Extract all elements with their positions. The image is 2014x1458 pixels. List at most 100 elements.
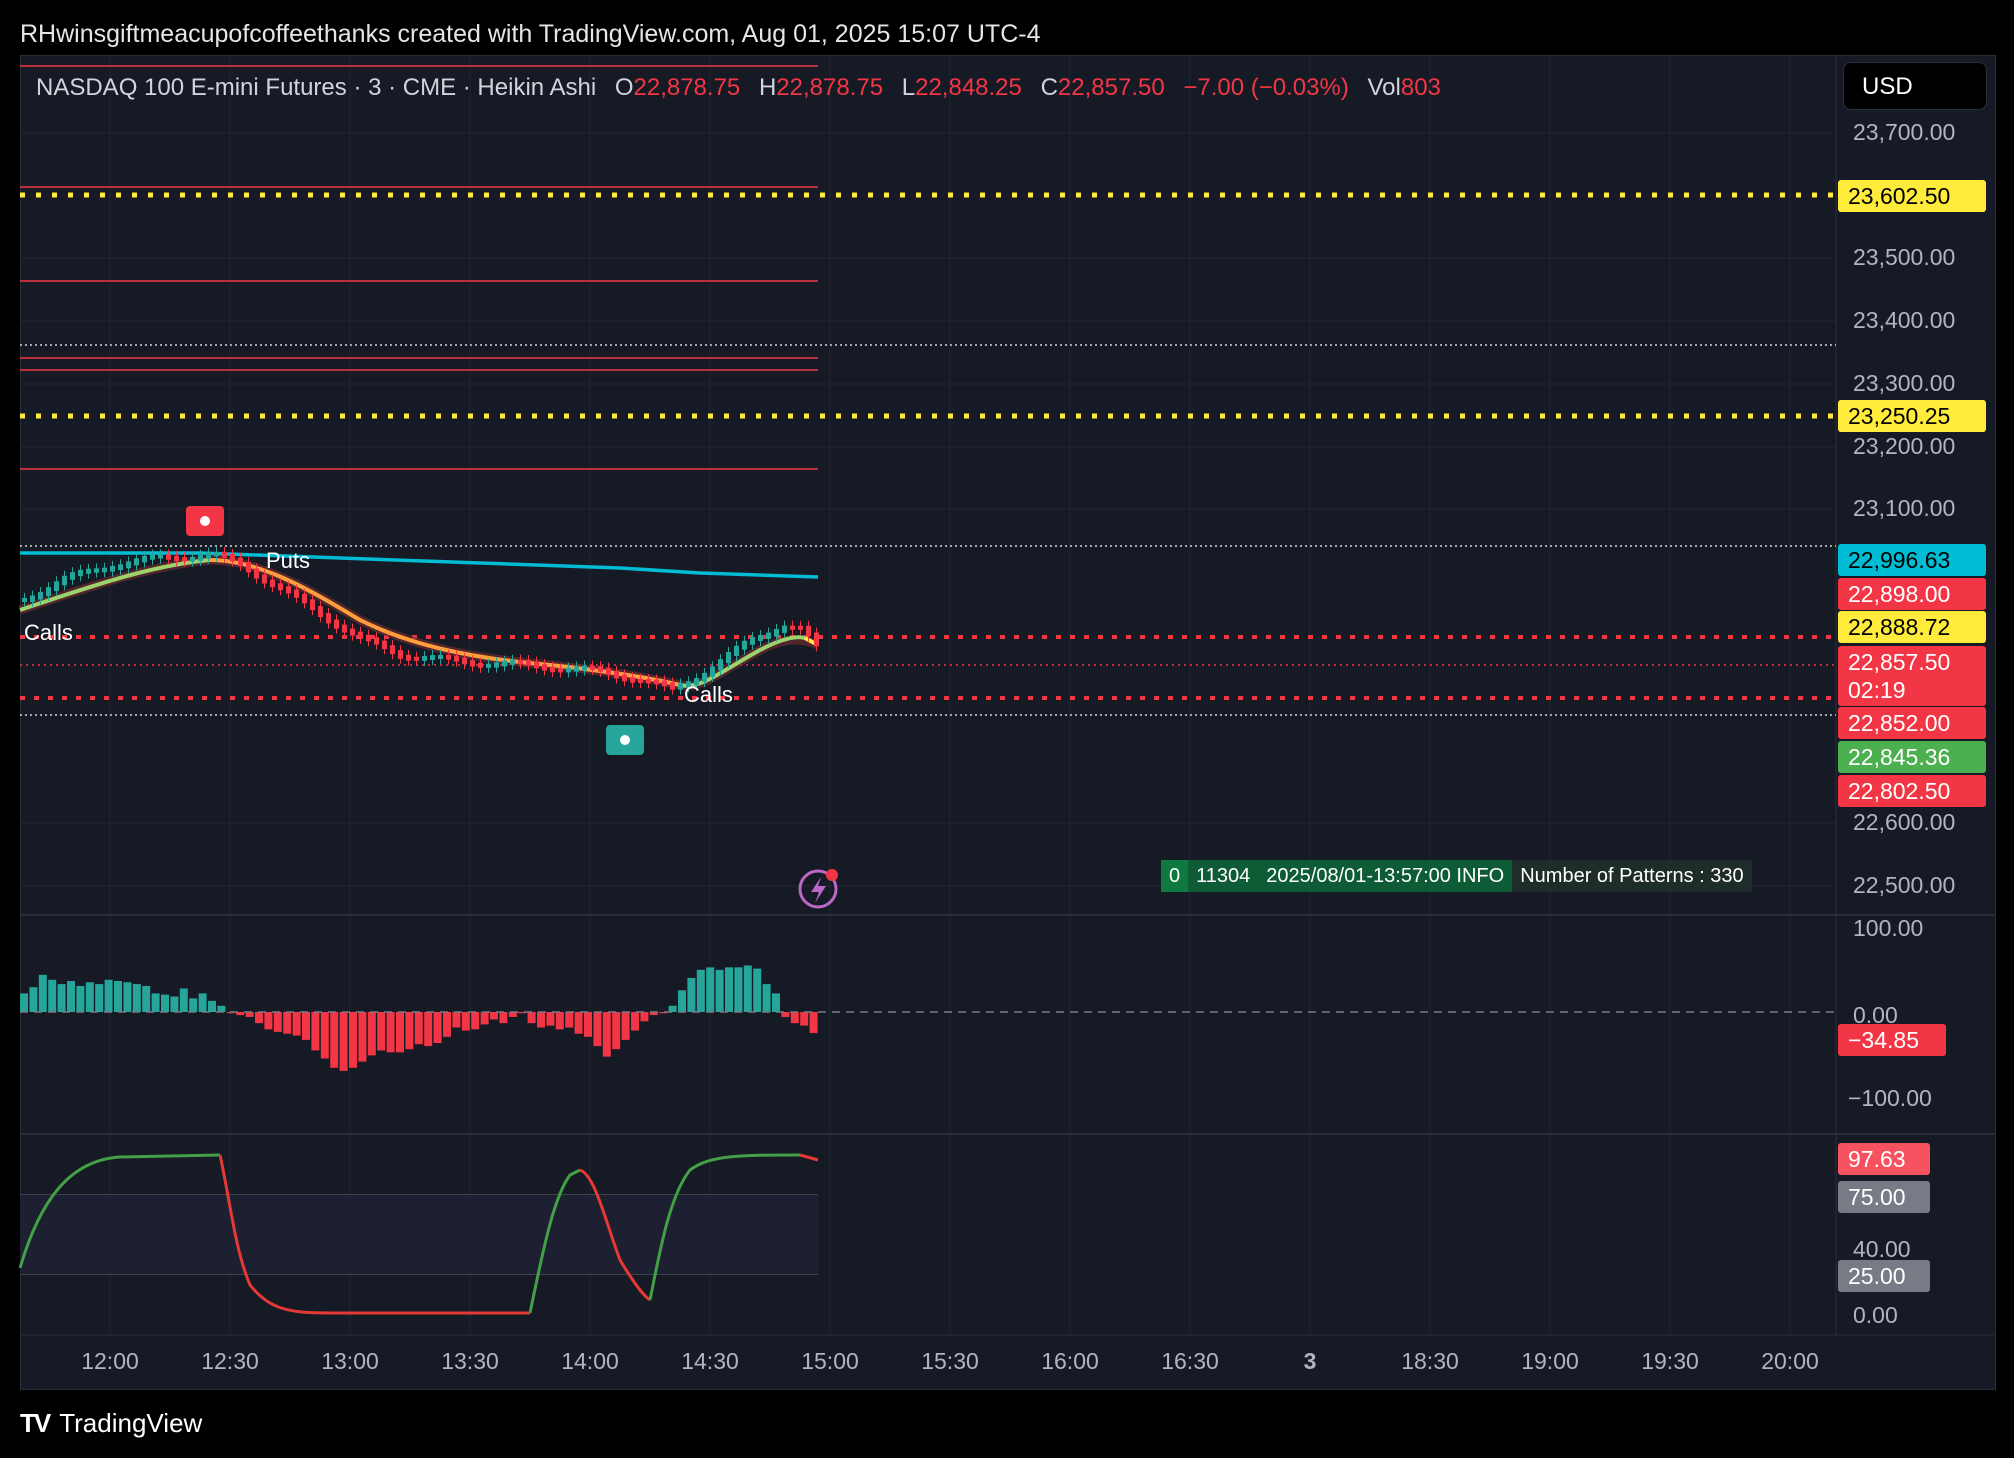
histogram-bar [67, 981, 75, 1012]
candle-body [766, 632, 771, 639]
time-axis-label: 13:30 [441, 1348, 499, 1374]
candle-body [486, 663, 491, 668]
histogram-bar [725, 967, 733, 1012]
histogram-bar [236, 1012, 245, 1016]
candle-body [278, 583, 283, 591]
sell-signal-marker[interactable] [186, 506, 224, 536]
candle-body [182, 557, 187, 562]
candle-body [502, 660, 507, 667]
candle-body [238, 557, 243, 567]
buy-signal-marker[interactable] [606, 725, 644, 755]
candle-body [358, 631, 363, 639]
histogram-bar [386, 1012, 395, 1053]
candle-body [438, 654, 443, 660]
histogram-bar [508, 1012, 517, 1017]
histogram-bar [790, 1012, 799, 1024]
price-tag: 23,250.25 [1838, 400, 1986, 432]
time-axis-label: 16:00 [1041, 1348, 1099, 1374]
candle-body [118, 564, 123, 570]
currency-button[interactable]: USD [1843, 62, 1987, 110]
histogram-bar [208, 1000, 216, 1012]
price-tag: 22,857.50 [1838, 646, 1986, 678]
histogram-bar [574, 1012, 583, 1034]
histogram-bar [132, 984, 141, 1012]
histogram-bar [490, 1012, 498, 1020]
candle-body [46, 587, 51, 596]
histogram-bar [179, 988, 188, 1012]
histogram-bar [452, 1012, 461, 1028]
histogram-bar [602, 1012, 611, 1057]
histogram-bar [631, 1012, 639, 1031]
histogram-bar [443, 1012, 451, 1037]
tradingview-footer[interactable]: TV TradingView [20, 1408, 202, 1439]
chart-panel[interactable] [20, 55, 1996, 1390]
candle-body [302, 593, 307, 604]
candle-body [670, 682, 675, 690]
resistance-lines [20, 65, 818, 470]
histogram-bar [151, 993, 160, 1012]
tradingview-logo-icon: TV [20, 1408, 51, 1438]
histogram-bar [584, 1012, 592, 1037]
histogram-bar [273, 1012, 282, 1032]
time-axis-label: 12:00 [81, 1348, 139, 1374]
candle-body [110, 565, 115, 572]
time-axis-label: 15:30 [921, 1348, 979, 1374]
price-axis-label: 22,600.00 [1853, 809, 1956, 835]
symbol-legend[interactable]: NASDAQ 100 E-mini Futures · 3 · CME · He… [36, 74, 1441, 102]
osc2-axis-label: 0.00 [1853, 1302, 1898, 1328]
time-axis-label: 20:00 [1761, 1348, 1819, 1374]
histogram-bar [367, 1012, 376, 1056]
histogram-bar [546, 1012, 555, 1026]
candle-body [590, 665, 595, 671]
candle-body [350, 628, 355, 636]
histogram-bar [405, 1012, 414, 1050]
histogram-bar [396, 1012, 404, 1053]
candle-body [814, 632, 819, 647]
histogram-bar [499, 1012, 508, 1024]
legend-high-value: 22,878.75 [776, 74, 884, 101]
histogram-bar [264, 1012, 273, 1030]
candle-body [318, 606, 323, 618]
candle-body [134, 558, 139, 566]
candle-body [366, 634, 371, 642]
histogram-bar [170, 996, 179, 1012]
price-axis-label: 22,500.00 [1853, 872, 1956, 898]
candle-body [774, 628, 779, 637]
candle-body [174, 555, 179, 562]
candle-body [198, 554, 203, 561]
footer-brand: TradingView [59, 1408, 203, 1438]
histogram-bar [245, 1012, 254, 1017]
histogram-bar [161, 994, 169, 1012]
histogram-bar [537, 1012, 545, 1028]
price-axis-label: 23,200.00 [1853, 433, 1956, 459]
histogram-bar [696, 969, 705, 1012]
candle-body [70, 572, 75, 580]
histogram-bar [743, 965, 752, 1012]
price-axis-label: 23,500.00 [1853, 244, 1956, 270]
candle-body [654, 679, 659, 685]
annotation-puts: Puts [266, 548, 311, 573]
histogram-bar [471, 1012, 480, 1030]
osc1-axis-label: 0.00 [1853, 1002, 1898, 1028]
histogram-bar [593, 1012, 602, 1047]
histogram-bar [189, 998, 198, 1012]
candle-body [158, 554, 163, 559]
legend-close-value: 22,857.50 [1057, 74, 1165, 101]
candle-body [414, 656, 419, 661]
candle-body [542, 664, 547, 671]
histogram-bar [414, 1012, 423, 1045]
candle-body [30, 595, 35, 602]
histogram-bar [809, 1012, 818, 1034]
info-table: 0 11304 2025/08/01-13:57:00 INFO Number … [1161, 860, 1752, 892]
legend-symbol: NASDAQ 100 E-mini Futures · 3 · CME · He… [36, 74, 597, 101]
histogram-bar [565, 1012, 574, 1028]
osc2-axis-label: 40.00 [1853, 1236, 1911, 1262]
price-tag: 02:19 [1838, 674, 1986, 706]
candle-body [166, 554, 171, 560]
candle-body [62, 575, 67, 586]
candle-body [798, 625, 803, 630]
histogram-bar [142, 985, 151, 1012]
histogram-bar [480, 1012, 489, 1025]
ema-green-line [19, 558, 211, 612]
